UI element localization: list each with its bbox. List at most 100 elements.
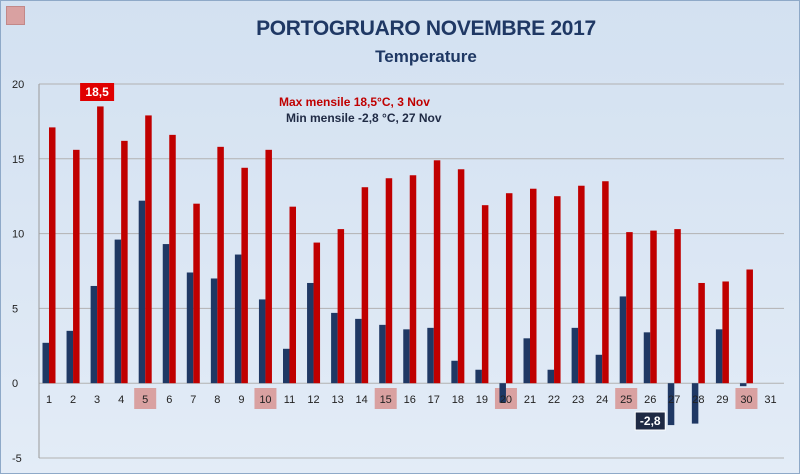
y-tick-label: 15 bbox=[12, 154, 24, 166]
bar-max-day-4 bbox=[121, 140, 128, 384]
bar-min-day-1 bbox=[42, 342, 49, 384]
bar-max-day-15 bbox=[385, 178, 393, 384]
bar-min-day-23 bbox=[571, 327, 579, 384]
bar-min-day-5 bbox=[138, 200, 146, 384]
x-tick-label: 7 bbox=[190, 394, 196, 406]
bar-min-day-6 bbox=[162, 244, 170, 384]
bar-max-day-22 bbox=[554, 196, 561, 384]
x-tick-label: 17 bbox=[428, 394, 440, 406]
x-tick-label: 31 bbox=[764, 394, 776, 406]
bar-min-day-11 bbox=[283, 348, 290, 384]
bar-min-day-14 bbox=[355, 318, 362, 384]
bar-min-day-27 bbox=[667, 383, 675, 426]
x-tick-label: 20 bbox=[500, 394, 512, 406]
bar-max-day-16 bbox=[409, 175, 417, 384]
bar-max-day-18 bbox=[457, 169, 465, 384]
corner-marker bbox=[6, 6, 25, 25]
bar-min-day-26 bbox=[643, 332, 651, 384]
bar-max-day-14 bbox=[361, 187, 369, 384]
bar-min-day-29 bbox=[715, 329, 723, 384]
bar-max-day-20 bbox=[505, 193, 513, 384]
x-tick-label: 3 bbox=[94, 394, 100, 406]
highlight-box-day-30 bbox=[735, 388, 758, 409]
bar-max-day-6 bbox=[169, 134, 176, 384]
bar-max-day-2 bbox=[73, 149, 80, 384]
x-tick-label: 5 bbox=[142, 394, 148, 406]
bar-min-day-10 bbox=[258, 299, 266, 384]
bar-max-day-26 bbox=[650, 230, 657, 384]
bar-max-day-17 bbox=[433, 160, 441, 384]
x-tick-label: 23 bbox=[572, 394, 584, 406]
y-tick-label: 5 bbox=[12, 303, 18, 315]
bar-min-day-19 bbox=[475, 369, 482, 384]
bar-max-day-23 bbox=[578, 185, 585, 384]
x-tick-label: 14 bbox=[356, 394, 368, 406]
highlight-box-day-25 bbox=[615, 388, 638, 409]
x-tick-label: 6 bbox=[166, 394, 172, 406]
x-tick-label: 26 bbox=[644, 394, 656, 406]
bar-min-day-20 bbox=[499, 383, 506, 403]
x-tick-label: 2 bbox=[70, 394, 76, 406]
x-tick-label: 13 bbox=[331, 394, 343, 406]
highlight-box-day-10 bbox=[254, 388, 277, 409]
x-tick-label: 16 bbox=[404, 394, 416, 406]
x-tick-label: 19 bbox=[476, 394, 488, 406]
bar-min-day-22 bbox=[547, 369, 555, 384]
bar-max-day-29 bbox=[722, 281, 729, 384]
y-tick-label: 20 bbox=[12, 79, 24, 91]
bar-max-day-10 bbox=[265, 149, 272, 384]
min-callout-box bbox=[634, 411, 666, 431]
max-annotation: Max mensile 18,5°C, 3 Nov bbox=[279, 95, 430, 109]
bar-max-day-21 bbox=[530, 188, 537, 384]
x-tick-label: 9 bbox=[238, 394, 244, 406]
x-tick-label: 15 bbox=[380, 394, 392, 406]
bar-max-day-8 bbox=[217, 146, 224, 384]
bar-max-day-24 bbox=[602, 181, 609, 384]
x-tick-label: 25 bbox=[620, 394, 632, 406]
bar-min-day-18 bbox=[451, 360, 458, 384]
x-tick-label: 30 bbox=[740, 394, 752, 406]
bar-max-day-9 bbox=[241, 167, 248, 384]
bar-min-day-25 bbox=[619, 296, 627, 384]
x-tick-label: 1 bbox=[46, 394, 52, 406]
x-tick-label: 29 bbox=[716, 394, 728, 406]
bar-min-day-24 bbox=[595, 354, 603, 384]
x-tick-label: 28 bbox=[692, 394, 704, 406]
min-callout-label: -2,8 bbox=[640, 414, 661, 428]
y-tick-label: -5 bbox=[12, 453, 22, 465]
bar-min-day-16 bbox=[403, 329, 410, 384]
x-tick-label: 21 bbox=[524, 394, 536, 406]
y-tick-label: 0 bbox=[12, 378, 18, 390]
bar-min-day-28 bbox=[691, 383, 699, 424]
bar-min-day-12 bbox=[307, 282, 314, 384]
chart-subtitle: Temperature bbox=[375, 47, 477, 66]
bar-max-day-11 bbox=[289, 206, 296, 384]
bar-min-day-21 bbox=[523, 338, 530, 384]
highlight-box-day-5 bbox=[134, 388, 157, 409]
x-tick-label: 12 bbox=[307, 394, 319, 406]
x-tick-label: 11 bbox=[284, 394, 295, 406]
bar-min-day-7 bbox=[186, 272, 194, 384]
bar-max-day-7 bbox=[193, 203, 200, 384]
x-tick-label: 22 bbox=[548, 394, 560, 406]
bar-max-day-25 bbox=[626, 232, 633, 384]
bar-min-day-3 bbox=[90, 285, 98, 384]
x-tick-label: 10 bbox=[259, 394, 271, 406]
bar-max-day-28 bbox=[698, 282, 705, 384]
x-tick-label: 18 bbox=[452, 394, 464, 406]
x-tick-label: 8 bbox=[214, 394, 220, 406]
bar-min-day-15 bbox=[379, 324, 386, 384]
bar-min-day-4 bbox=[114, 239, 122, 384]
chart-title: PORTOGRUARO NOVEMBRE 2017 bbox=[256, 17, 596, 40]
bar-max-day-12 bbox=[313, 242, 321, 384]
bar-max-day-5 bbox=[145, 115, 152, 384]
bar-max-day-13 bbox=[337, 229, 345, 384]
bar-min-day-17 bbox=[427, 327, 434, 384]
highlight-box-day-15 bbox=[374, 388, 397, 409]
bar-max-day-30 bbox=[746, 269, 753, 384]
bar-max-day-1 bbox=[49, 127, 56, 384]
bar-min-day-13 bbox=[331, 312, 338, 384]
x-tick-label: 27 bbox=[668, 394, 680, 406]
